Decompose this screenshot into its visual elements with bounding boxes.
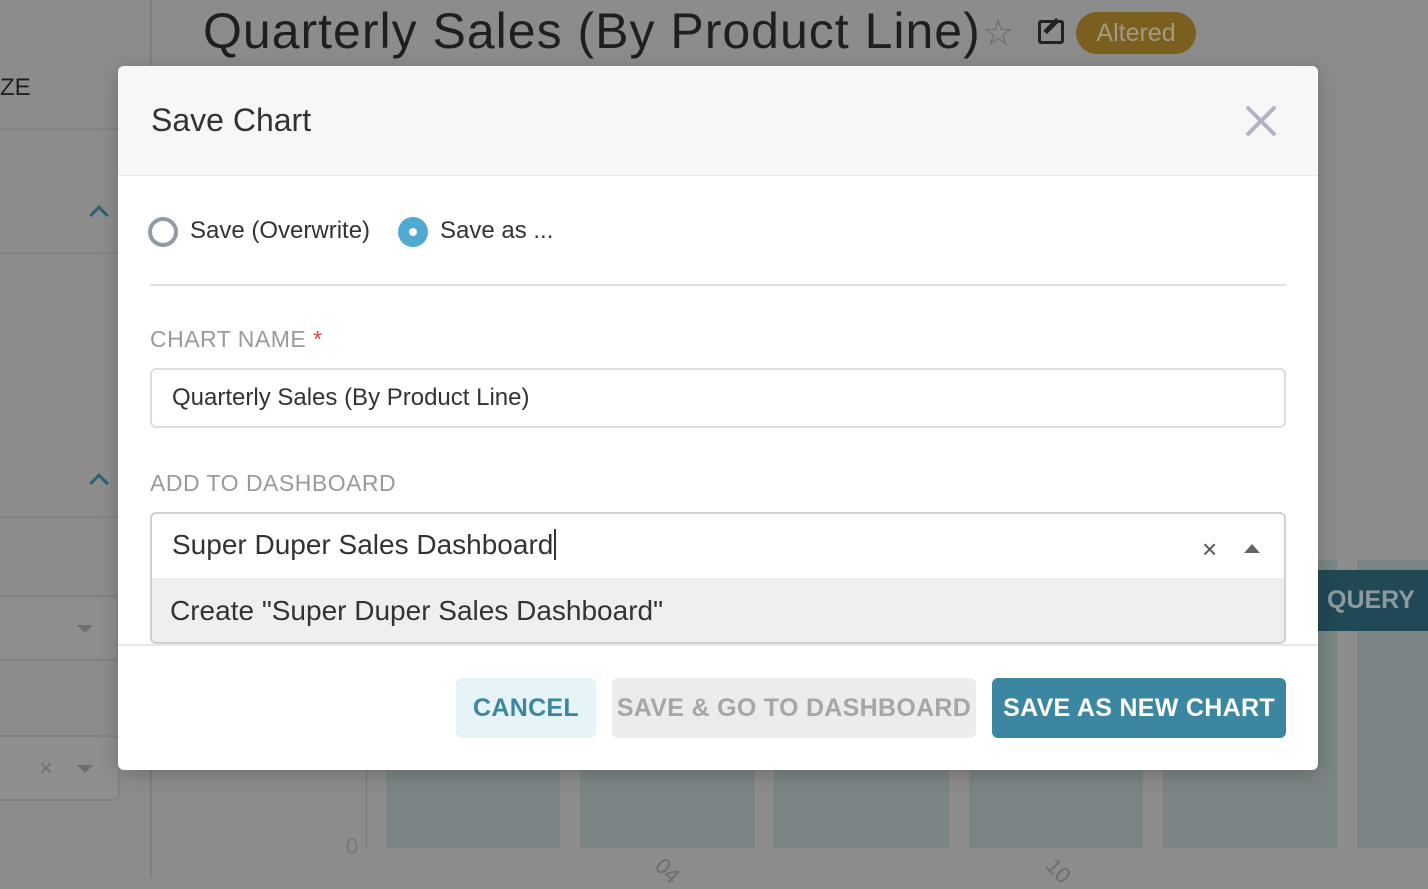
- chevron-up-icon[interactable]: [89, 473, 109, 493]
- modal-title: Save Chart: [151, 102, 312, 138]
- background-select[interactable]: ×: [0, 735, 120, 801]
- x-tick-label: 04: [650, 853, 686, 889]
- edit-icon[interactable]: [1038, 17, 1064, 44]
- close-icon[interactable]: [1244, 104, 1278, 138]
- overwrite-label[interactable]: Save (Overwrite): [190, 217, 371, 244]
- run-query-button[interactable]: QUERY: [1300, 570, 1428, 631]
- clear-icon[interactable]: ×: [39, 755, 54, 782]
- chart-name-value: Quarterly Sales (By Product Line): [172, 384, 530, 411]
- caret-up-icon[interactable]: [1244, 544, 1260, 553]
- text-cursor: [554, 529, 565, 560]
- chevron-up-icon[interactable]: [89, 205, 109, 225]
- dropdown-option-create[interactable]: Create "Super Duper Sales Dashboard": [152, 578, 1284, 642]
- required-marker: *: [313, 326, 323, 352]
- divider: [150, 284, 1286, 286]
- divider: [0, 128, 150, 130]
- save-as-label[interactable]: Save as ...: [440, 217, 554, 244]
- chart-name-label-text: CHART NAME: [150, 326, 307, 352]
- cancel-button[interactable]: CANCEL: [456, 678, 596, 738]
- divider: [0, 252, 150, 254]
- chart-name-input[interactable]: Quarterly Sales (By Product Line): [150, 368, 1286, 428]
- dashboard-search-input[interactable]: Super Duper Sales Dashboard: [172, 529, 565, 561]
- divider: [0, 516, 150, 518]
- overwrite-radio[interactable]: [148, 217, 178, 247]
- altered-badge: Altered: [1076, 12, 1196, 54]
- chart-name-label: CHART NAME *: [150, 326, 323, 353]
- star-icon[interactable]: ☆: [982, 12, 1015, 53]
- save-and-go-to-dashboard-button[interactable]: SAVE & GO TO DASHBOARD: [612, 678, 976, 738]
- footer-divider: [118, 644, 1318, 646]
- background-select[interactable]: [0, 595, 119, 661]
- y-tick-label: 0: [346, 834, 359, 859]
- dashboard-select[interactable]: Super Duper Sales Dashboard × Create "Su…: [150, 512, 1286, 644]
- save-chart-modal: Save Chart Save (Overwrite) Save as ... …: [118, 66, 1318, 770]
- clear-icon[interactable]: ×: [1202, 534, 1218, 564]
- chart-title: Quarterly Sales (By Product Line): [203, 3, 981, 59]
- dashboard-value: Super Duper Sales Dashboard: [172, 529, 554, 560]
- sidebar-section-label: ZE: [0, 74, 31, 101]
- save-as-new-chart-button[interactable]: SAVE AS NEW CHART: [992, 678, 1286, 738]
- caret-down-icon: [77, 625, 93, 633]
- caret-down-icon: [77, 765, 93, 773]
- modal-header: Save Chart: [118, 66, 1318, 176]
- save-as-radio[interactable]: [398, 217, 428, 247]
- x-tick-label: 10: [1041, 853, 1077, 889]
- dashboard-label: ADD TO DASHBOARD: [150, 470, 397, 496]
